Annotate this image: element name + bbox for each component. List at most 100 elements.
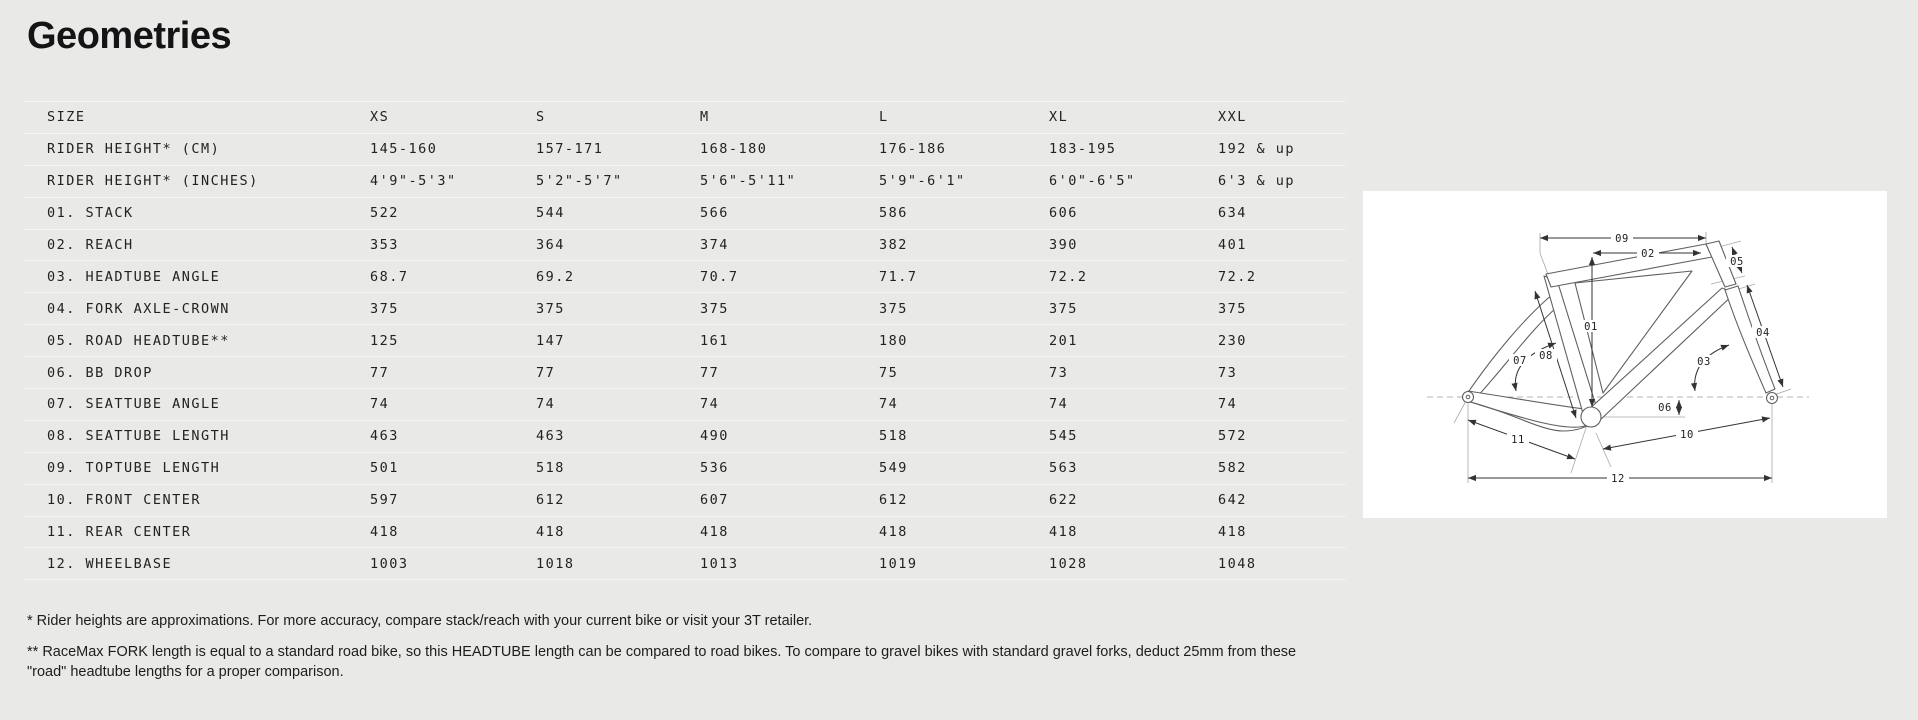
value-cell: 73 (1049, 356, 1218, 389)
rear-axle (1461, 390, 1475, 404)
value-cell: 161 (700, 324, 879, 357)
value-cell: 5'6"-5'11" (700, 164, 879, 198)
value-cell: 1003 (370, 547, 536, 581)
value-cell: 74 (700, 388, 879, 421)
value-cell: 364 (536, 228, 700, 261)
value-cell: 375 (1049, 292, 1218, 325)
front-axle (1765, 391, 1779, 405)
seat-tube (1543, 275, 1599, 418)
value-cell: 536 (700, 451, 879, 485)
value-cell: 1013 (700, 547, 879, 581)
size-column-header: XXL (1218, 101, 1346, 134)
value-cell: 157-171 (536, 132, 700, 166)
value-cell: 375 (1218, 292, 1346, 325)
value-cell: 180 (879, 324, 1049, 357)
value-cell: 418 (879, 515, 1049, 548)
size-header-label: SIZE (24, 101, 370, 134)
table-row: 03. HEADTUBE ANGLE 68.7 69.2 70.7 71.7 72.2 72… (24, 260, 1346, 293)
diagram-label-08: 08 (1539, 350, 1553, 362)
bottom-bracket (1580, 406, 1602, 428)
row-label: 06. BB DROP (24, 356, 370, 389)
table-row: 10. FRONT CENTER 597 612 607 612 622 642 (24, 483, 1346, 517)
row-label: 08. SEATTUBE LENGTH (24, 419, 370, 453)
value-cell: 545 (1049, 419, 1218, 453)
value-cell: 71.7 (879, 260, 1049, 293)
value-cell: 563 (1049, 451, 1218, 485)
row-label: 03. HEADTUBE ANGLE (24, 260, 370, 293)
row-label: 09. TOPTUBE LENGTH (24, 451, 370, 485)
row-label: 10. FRONT CENTER (24, 483, 370, 517)
row-label: 01. STACK (24, 196, 370, 230)
value-cell: 74 (1218, 388, 1346, 421)
value-cell: 606 (1049, 196, 1218, 230)
value-cell: 77 (536, 356, 700, 389)
value-cell: 418 (370, 515, 536, 548)
table-row: 04. FORK AXLE-CROWN 375 375 375 375 375 375 (24, 292, 1346, 325)
value-cell: 418 (700, 515, 879, 548)
value-cell: 382 (879, 228, 1049, 261)
top-tube (1545, 243, 1713, 288)
value-cell: 582 (1218, 451, 1346, 485)
dimension-labels: 09 02 01 05 04 03 07 08 06 10 (1507, 232, 1774, 485)
fork-blade (1724, 285, 1776, 394)
value-cell: 375 (536, 292, 700, 325)
value-cell: 1019 (879, 547, 1049, 581)
value-cell: 230 (1218, 324, 1346, 357)
size-column-header: S (536, 101, 700, 134)
value-cell: 642 (1218, 483, 1346, 517)
head-tube (1705, 240, 1737, 288)
value-cell: 1028 (1049, 547, 1218, 581)
value-cell: 586 (879, 196, 1049, 230)
table-row: 09. TOPTUBE LENGTH 501 518 536 549 563 582 (24, 451, 1346, 485)
table-row: RIDER HEIGHT* (INCHES) 4'9"-5'3" 5'2"-5'7"… (24, 164, 1346, 198)
value-cell: 201 (1049, 324, 1218, 357)
row-label: 02. REACH (24, 228, 370, 261)
table-row: 07. SEATTUBE ANGLE 74 74 74 74 74 74 (24, 388, 1346, 421)
value-cell: 518 (536, 451, 700, 485)
value-cell: 192 & up (1218, 132, 1346, 166)
value-cell: 75 (879, 356, 1049, 389)
row-label: 12. WHEELBASE (24, 547, 370, 581)
diagram-label-10: 10 (1680, 429, 1694, 441)
value-cell: 501 (370, 451, 536, 485)
value-cell: 374 (700, 228, 879, 261)
value-cell: 634 (1218, 196, 1346, 230)
size-column-header: XL (1049, 101, 1218, 134)
value-cell: 549 (879, 451, 1049, 485)
size-column-header: L (879, 101, 1049, 134)
value-cell: 463 (536, 419, 700, 453)
size-column-header: M (700, 101, 879, 134)
table-row: 01. STACK 522 544 566 586 606 634 (24, 196, 1346, 230)
value-cell: 68.7 (370, 260, 536, 293)
table-row: 02. REACH 353 364 374 382 390 401 (24, 228, 1346, 261)
value-cell: 70.7 (700, 260, 879, 293)
value-cell: 353 (370, 228, 536, 261)
table-row: 11. REAR CENTER 418 418 418 418 418 418 (24, 515, 1346, 548)
diagram-label-09: 09 (1615, 233, 1629, 245)
value-cell: 168-180 (700, 132, 879, 166)
value-cell: 1048 (1218, 547, 1346, 581)
value-cell: 77 (370, 356, 536, 389)
row-label: 05. ROAD HEADTUBE** (24, 324, 370, 357)
value-cell: 4'9"-5'3" (370, 164, 536, 198)
diagram-label-12: 12 (1611, 473, 1625, 485)
value-cell: 74 (536, 388, 700, 421)
value-cell: 6'3 & up (1218, 164, 1346, 198)
dim-headtube-angle (1690, 344, 1730, 392)
diagram-label-01: 01 (1584, 321, 1598, 333)
value-cell: 74 (370, 388, 536, 421)
value-cell: 518 (879, 419, 1049, 453)
value-cell: 73 (1218, 356, 1346, 389)
value-cell: 572 (1218, 419, 1346, 453)
geometry-table-body: SIZE XS S M L XL XXL RIDER HEIGHT* (CM) 145-160 1… (24, 101, 1346, 581)
table-row: 06. BB DROP 77 77 77 75 73 73 (24, 356, 1346, 389)
bike-frame-outline (1461, 240, 1779, 432)
row-label: RIDER HEIGHT* (CM) (24, 132, 370, 166)
table-row: RIDER HEIGHT* (CM) 145-160 157-171 168-180 1… (24, 132, 1346, 166)
table-row: 08. SEATTUBE LENGTH 463 463 490 518 545 572 (24, 419, 1346, 453)
value-cell: 375 (879, 292, 1049, 325)
value-cell: 375 (370, 292, 536, 325)
value-cell: 77 (700, 356, 879, 389)
value-cell: 490 (700, 419, 879, 453)
